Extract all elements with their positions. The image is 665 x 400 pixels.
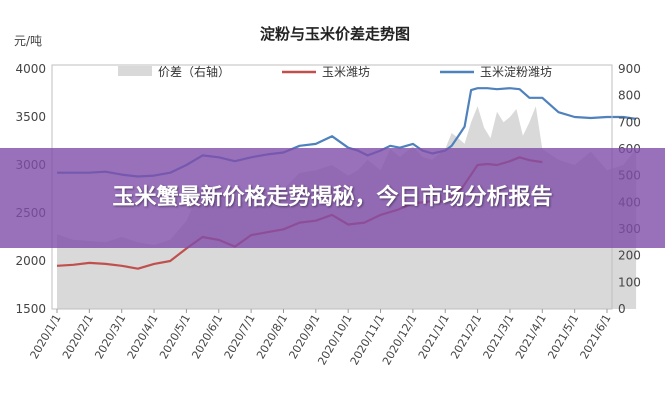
y-right-tick-label: 100 <box>618 275 641 289</box>
x-tick-label: 2021/2/1 <box>448 312 484 361</box>
legend-label: 价差（右轴） <box>158 64 230 79</box>
y-left-tick-label: 1500 <box>15 302 46 316</box>
chart-title: 淀粉与玉米价差走势图 <box>260 25 410 43</box>
x-tick-label: 2020/8/1 <box>254 312 290 361</box>
x-tick-label: 2020/4/1 <box>125 312 161 361</box>
y-right-tick-label: 700 <box>618 115 641 129</box>
x-tick-label: 2021/1/1 <box>416 312 452 361</box>
y-left-tick-label: 2000 <box>15 254 46 268</box>
y-right-tick-label: 900 <box>618 62 641 76</box>
x-tick-label: 2020/1/1 <box>28 312 64 361</box>
headline-banner: 玉米蟹最新价格走势揭秘，今日市场分析报告 <box>0 148 665 248</box>
x-tick-label: 2021/5/1 <box>545 312 581 361</box>
x-tick-label: 2020/3/1 <box>92 312 128 361</box>
x-tick-label: 2021/6/1 <box>578 312 614 361</box>
x-tick-label: 2020/6/1 <box>189 312 225 361</box>
x-tick-label: 2020/2/1 <box>60 312 96 361</box>
y-left-tick-label: 3500 <box>15 110 46 124</box>
x-tick-label: 2021/4/1 <box>513 312 549 361</box>
headline-text: 玉米蟹最新价格走势揭秘，今日市场分析报告 <box>112 185 553 210</box>
y-left-tick-label: 4000 <box>15 62 46 76</box>
legend-label: 玉米淀粉潍坊 <box>480 64 552 79</box>
x-tick-label: 2020/9/1 <box>286 312 322 361</box>
y-right-tick-label: 200 <box>618 249 641 263</box>
x-tick-label: 2020/7/1 <box>222 312 258 361</box>
left-axis-unit: 元/吨 <box>14 34 42 48</box>
y-right-tick-label: 0 <box>618 302 626 316</box>
y-right-tick-label: 800 <box>618 89 641 103</box>
legend-swatch <box>118 66 152 76</box>
x-tick-label: 2021/3/1 <box>481 312 517 361</box>
x-tick-label: 2020/5/1 <box>157 312 193 361</box>
legend-label: 玉米潍坊 <box>322 64 370 79</box>
